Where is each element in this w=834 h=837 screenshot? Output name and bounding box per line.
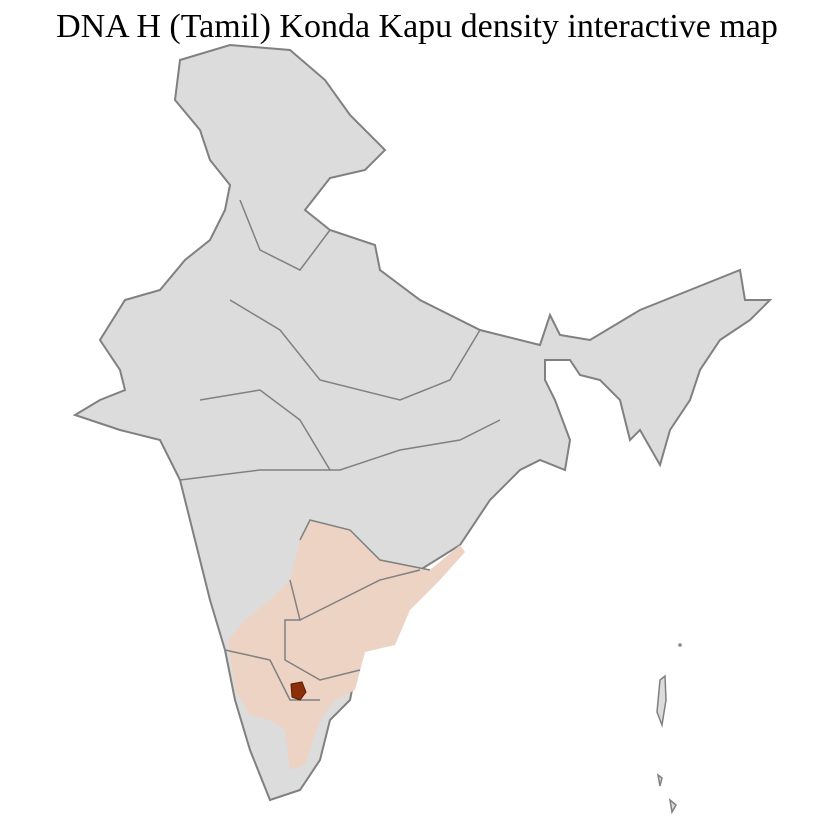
andaman-nicobar-islands xyxy=(656,643,682,815)
state-borders xyxy=(179,199,501,701)
low-density-region[interactable] xyxy=(228,520,465,770)
high-density-district[interactable] xyxy=(290,681,307,701)
india-outline[interactable] xyxy=(72,43,773,802)
map-title: DNA H (Tamil) Konda Kapu density interac… xyxy=(56,8,778,45)
